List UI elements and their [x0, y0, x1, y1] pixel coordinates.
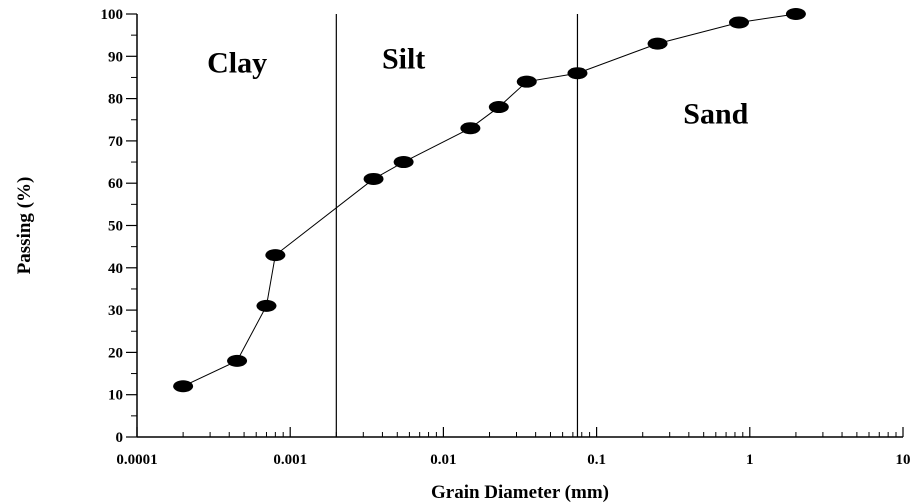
y-tick-label: 60	[108, 176, 123, 192]
y-tick-label: 40	[108, 261, 123, 277]
data-points	[173, 8, 806, 393]
series-line	[182, 13, 796, 387]
data-point	[265, 249, 286, 262]
x-tick-label: 1	[746, 452, 754, 468]
data-point	[227, 354, 248, 367]
y-tick-label: 90	[108, 49, 123, 65]
data-point	[393, 156, 414, 169]
series-polyline	[182, 13, 796, 387]
region-labels: Clay Silt Sand	[207, 42, 749, 130]
x-axis-title: Grain Diameter (mm)	[431, 482, 609, 503]
region-boundaries	[335, 14, 579, 437]
region-label-sand: Sand	[683, 97, 748, 130]
data-point	[567, 67, 588, 80]
y-axis-title: Passing (%)	[14, 177, 35, 275]
data-point	[363, 172, 384, 185]
data-point	[647, 37, 668, 50]
y-tick-label: 10	[108, 388, 123, 404]
x-ticks: 0.0001 0.001 0.01 0.1 1 10	[116, 427, 911, 468]
region-label-silt: Silt	[382, 42, 425, 75]
y-tick-label: 30	[108, 303, 123, 319]
data-point	[785, 8, 806, 20]
x-tick-label: 0.01	[430, 452, 456, 468]
x-tick-label: 0.0001	[116, 452, 157, 468]
data-point	[488, 101, 509, 114]
y-tick-label: 100	[101, 7, 124, 23]
data-point	[728, 16, 749, 29]
y-tick-label: 20	[108, 345, 123, 361]
data-point	[516, 75, 537, 88]
x-tick-label: 0.1	[587, 452, 606, 468]
y-tick-label: 50	[108, 219, 123, 235]
y-ticks: 0 10 20 30 40 50 60 70 80 90 100	[101, 7, 137, 446]
data-point	[173, 380, 194, 393]
data-point	[256, 299, 277, 312]
data-point	[460, 122, 481, 135]
x-tick-label: 10	[896, 452, 911, 468]
y-tick-label: 70	[108, 134, 123, 150]
y-tick-label: 0	[116, 430, 124, 446]
x-tick-label: 0.001	[273, 452, 307, 468]
y-tick-label: 80	[108, 92, 123, 108]
region-label-clay: Clay	[207, 47, 267, 80]
